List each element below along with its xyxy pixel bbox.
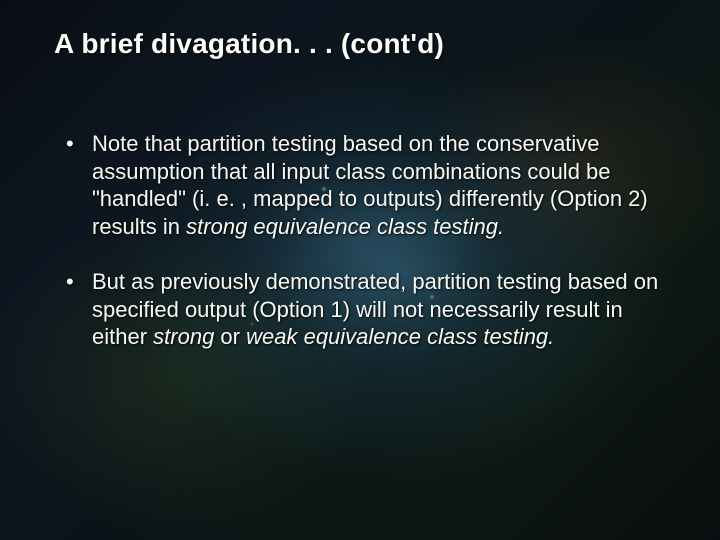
slide-title: A brief divagation. . . (cont'd) (54, 28, 680, 60)
bullet-list: Note that partition testing based on the… (60, 130, 660, 351)
bullet-item: Note that partition testing based on the… (60, 130, 660, 240)
slide-body: Note that partition testing based on the… (60, 130, 660, 379)
bullet-text-italic: weak equivalence class testing. (246, 324, 554, 349)
bullet-text-mid: or (214, 324, 246, 349)
bullet-text-italic: strong (153, 324, 214, 349)
bullet-item: But as previously demonstrated, partitio… (60, 268, 660, 351)
bullet-text-italic: strong equivalence class testing. (186, 214, 504, 239)
slide: A brief divagation. . . (cont'd) Note th… (0, 0, 720, 540)
